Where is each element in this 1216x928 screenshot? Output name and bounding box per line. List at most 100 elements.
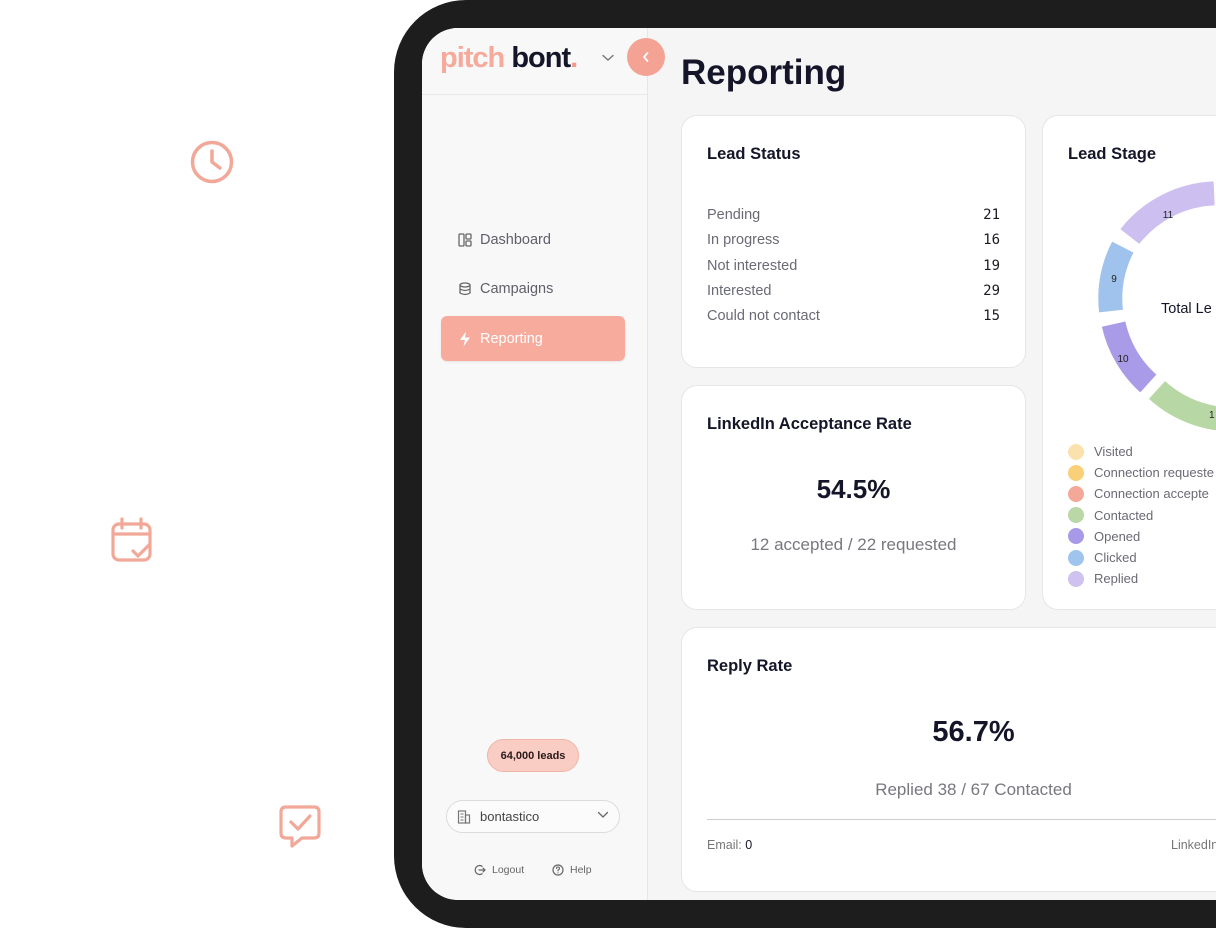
sidebar-item-reporting[interactable]: Reporting bbox=[441, 316, 625, 361]
app-screen: pitch bont. Dashboard bbox=[422, 28, 1216, 900]
segment-label: 1 bbox=[1209, 410, 1215, 421]
lightning-icon bbox=[458, 331, 472, 346]
logout-link[interactable]: Logout bbox=[474, 864, 524, 876]
legend-item: Replied bbox=[1068, 568, 1214, 589]
linkedin-acceptance-card: LinkedIn Acceptance Rate 54.5% 12 accept… bbox=[681, 385, 1026, 610]
sidebar-item-label: Campaigns bbox=[480, 280, 554, 297]
sidebar-item-dashboard[interactable]: Dashboard bbox=[441, 217, 625, 262]
email-stat-label: Email: bbox=[707, 838, 742, 852]
help-label: Help bbox=[570, 864, 592, 876]
list-item: Interested 29 bbox=[707, 283, 1000, 308]
acceptance-detail: 12 accepted / 22 requested bbox=[750, 535, 957, 554]
layout-icon bbox=[458, 232, 472, 247]
list-item: Pending 21 bbox=[707, 207, 1000, 232]
calendar-check-icon bbox=[111, 517, 152, 562]
legend-item: Clicked bbox=[1068, 547, 1214, 568]
brand-part1: pitch bbox=[440, 42, 505, 74]
segment-label: 9 bbox=[1111, 274, 1117, 285]
sidebar-item-campaigns[interactable]: Campaigns bbox=[441, 266, 625, 311]
brand-dot: . bbox=[570, 42, 578, 74]
database-icon bbox=[458, 281, 472, 296]
legend-swatch bbox=[1068, 528, 1084, 545]
status-label: Interested bbox=[707, 282, 772, 299]
sidebar-item-label: Dashboard bbox=[480, 231, 551, 248]
reply-rate-detail: Replied 38 / 67 Contacted bbox=[875, 780, 1072, 799]
legend-swatch bbox=[1068, 485, 1084, 502]
acceptance-rate-value: 54.5% bbox=[816, 474, 891, 504]
chevron-left-icon bbox=[643, 52, 649, 62]
brand-part2: bont bbox=[511, 42, 571, 74]
logo-row: pitch bont. bbox=[422, 28, 647, 95]
legend-swatch bbox=[1068, 464, 1084, 481]
legend-label: Connection requeste bbox=[1094, 465, 1214, 481]
status-label: Pending bbox=[707, 207, 761, 223]
donut-segment[interactable] bbox=[1098, 241, 1134, 313]
chevron-down-icon[interactable] bbox=[602, 54, 614, 62]
card-title: Reply Rate bbox=[707, 657, 793, 675]
status-count: 15 bbox=[983, 308, 1000, 325]
legend-item: Connection accepte bbox=[1068, 483, 1214, 504]
legend-item: Contacted bbox=[1068, 505, 1214, 526]
segment-label: 10 bbox=[1117, 354, 1129, 365]
leads-count-badge: 64,000 leads bbox=[487, 739, 579, 772]
legend-swatch bbox=[1068, 443, 1084, 460]
help-icon bbox=[552, 864, 564, 876]
legend-item: Connection requeste bbox=[1068, 462, 1214, 483]
legend-swatch bbox=[1068, 507, 1084, 524]
sidebar: pitch bont. Dashboard bbox=[422, 28, 665, 900]
legend-swatch bbox=[1068, 549, 1084, 566]
chevron-down-icon bbox=[597, 811, 609, 818]
segment-label: 11 bbox=[1163, 210, 1174, 221]
legend-label: Replied bbox=[1094, 571, 1139, 587]
status-label: Not interested bbox=[707, 257, 798, 274]
logout-label: Logout bbox=[492, 864, 525, 876]
sidebar-item-label: Reporting bbox=[480, 330, 543, 347]
message-check-icon bbox=[279, 805, 321, 848]
clock-icon bbox=[190, 140, 234, 184]
list-item: Not interested 19 bbox=[707, 258, 1000, 283]
status-count: 19 bbox=[983, 257, 1000, 274]
lead-status-list: Pending 21 In progress 16 Not interested… bbox=[707, 207, 1000, 333]
reply-linkedin-stat: LinkedIn bbox=[1171, 838, 1216, 852]
legend-item: Visited bbox=[1068, 441, 1214, 462]
donut-center-label: Total Le bbox=[1161, 301, 1212, 317]
list-item: Could not contact 15 bbox=[707, 308, 1000, 333]
status-count: 21 bbox=[983, 207, 1000, 223]
donut-segment[interactable] bbox=[1101, 321, 1157, 393]
donut-segment[interactable] bbox=[1120, 181, 1215, 245]
page-title: Reporting bbox=[681, 53, 847, 92]
email-stat-value: 0 bbox=[745, 838, 753, 852]
legend-label: Visited bbox=[1094, 444, 1133, 460]
lead-stage-donut-chart: 11 9 10 1 Total Le bbox=[1098, 181, 1216, 431]
divider bbox=[707, 819, 1216, 820]
legend-label: Connection accepte bbox=[1094, 486, 1209, 502]
status-label: In progress bbox=[707, 232, 780, 249]
lead-stage-card: Lead Stage 11 9 10 1 Total Le Visited Co… bbox=[1042, 115, 1216, 610]
organization-name: bontastico bbox=[480, 809, 540, 824]
collapse-sidebar-button[interactable] bbox=[627, 38, 665, 76]
legend-swatch bbox=[1068, 570, 1084, 587]
logout-icon bbox=[474, 864, 486, 876]
status-count: 16 bbox=[983, 232, 1000, 249]
legend-label: Opened bbox=[1094, 528, 1141, 544]
card-title: LinkedIn Acceptance Rate bbox=[707, 415, 912, 433]
organization-select[interactable]: bontastico bbox=[446, 800, 620, 833]
brand-logo[interactable]: pitch bont. bbox=[440, 42, 578, 75]
legend-item: Opened bbox=[1068, 526, 1214, 547]
reply-rate-card: Reply Rate 56.7% Replied 38 / 67 Contact… bbox=[681, 627, 1216, 892]
linkedin-stat-label: LinkedIn bbox=[1171, 838, 1216, 852]
legend-label: Clicked bbox=[1094, 550, 1137, 566]
status-label: Could not contact bbox=[707, 308, 820, 325]
legend-label: Contacted bbox=[1094, 507, 1154, 523]
building-icon bbox=[457, 809, 471, 824]
status-count: 29 bbox=[983, 282, 1000, 299]
donut-segment[interactable] bbox=[1148, 380, 1216, 431]
card-title: Lead Stage bbox=[1068, 145, 1157, 163]
reply-email-stat: Email: 0 bbox=[707, 838, 752, 852]
list-item: In progress 16 bbox=[707, 232, 1000, 257]
help-link[interactable]: Help bbox=[552, 864, 592, 876]
lead-status-card: Lead Status Pending 21 In progress 16 No… bbox=[681, 115, 1026, 368]
card-title: Lead Status bbox=[707, 145, 801, 163]
reply-rate-value: 56.7% bbox=[932, 716, 1015, 748]
lead-stage-legend: Visited Connection requeste Connection a… bbox=[1068, 441, 1214, 589]
